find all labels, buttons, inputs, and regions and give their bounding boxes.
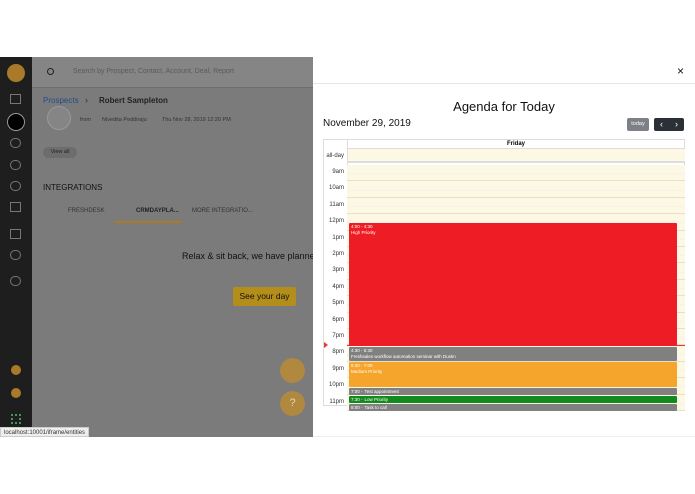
planner-message: Relax & sit back, we have planned: [182, 251, 320, 261]
hour-label: 4pm: [332, 283, 344, 290]
half-hour-line: [347, 173, 685, 175]
help-fab[interactable]: ?: [280, 391, 305, 416]
close-button[interactable]: ×: [677, 64, 685, 78]
nav-icon-active[interactable]: [7, 113, 25, 131]
prev-button[interactable]: ‹: [654, 118, 669, 131]
hour-label: 9pm: [332, 365, 344, 372]
fab[interactable]: [280, 358, 305, 383]
nav-icon[interactable]: [10, 94, 21, 104]
half-hour-line: [347, 206, 685, 207]
event[interactable]: 8:00 - Task to call: [349, 404, 677, 411]
event-title: High Priority: [351, 229, 376, 235]
activity-from: from: [80, 117, 91, 123]
all-day-label: all-day: [326, 153, 344, 159]
event-time: 4:30 - 5:30: [351, 348, 373, 353]
main-overlay: Search by Prospect, Contact, Account, De…: [32, 57, 320, 437]
activity-author[interactable]: Nivedita Peddiraju: [102, 117, 147, 123]
event-time: 8:00 -: [351, 405, 363, 410]
hour-label: 1pm: [332, 234, 344, 241]
hour-label: 11am: [329, 201, 344, 208]
nav-icon[interactable]: [10, 250, 21, 260]
agenda-panel: × Agenda for Today November 29, 2019 tod…: [313, 57, 695, 437]
apps-grid[interactable]: [11, 414, 21, 424]
hour-row: [347, 197, 685, 215]
tab[interactable]: MORE INTEGRATIO...: [192, 208, 253, 214]
nav-icon[interactable]: [10, 181, 21, 191]
calendar: Friday all-day 9am 10am 11am 12pm 1pm 2pm 3pm 4…: [323, 139, 685, 411]
event-title: Task to call: [364, 405, 387, 410]
hour-label: 5pm: [332, 300, 344, 307]
today-button[interactable]: today: [627, 118, 649, 131]
hour-label: 9am: [332, 169, 344, 175]
nav-icon[interactable]: [10, 138, 21, 148]
event[interactable]: 4:30 - 5:30 Freshsales workflow automatio…: [349, 347, 677, 361]
panel-header-line: [313, 83, 695, 84]
badge[interactable]: [11, 388, 21, 398]
tab-active[interactable]: CRMDAYPLA...: [136, 208, 179, 214]
search-placeholder[interactable]: Search by Prospect, Contact, Account, De…: [73, 68, 235, 75]
status-url: localhost:10001/iframe/entities: [0, 427, 90, 437]
agenda-title: Agenda for Today: [453, 99, 555, 114]
half-hour-line: [347, 222, 685, 224]
hour-row: [347, 181, 685, 198]
nav-icon[interactable]: [10, 160, 21, 170]
hour-label: 2pm: [332, 251, 344, 257]
breadcrumb-current: Robert Sampleton: [99, 96, 168, 105]
hour-label: 11pm: [329, 398, 344, 405]
tab[interactable]: FRESHDESK: [68, 208, 105, 214]
event[interactable]: 5:30 - 7:00 Medium Priority: [349, 362, 677, 387]
event-title: Test appointment: [364, 389, 399, 394]
breadcrumb-sep: ›: [85, 95, 88, 105]
nav-icon[interactable]: [10, 276, 21, 286]
event-title: Medium Priority: [351, 368, 383, 374]
hour-label: 10am: [328, 185, 344, 192]
breadcrumb-parent[interactable]: Prospects: [43, 96, 79, 105]
event[interactable]: 4:00 - 4:30 High Priority: [349, 223, 677, 346]
all-day-row: [347, 149, 685, 163]
badge[interactable]: [11, 365, 21, 375]
event[interactable]: 7:30 - Low Priority: [349, 396, 677, 403]
event[interactable]: 7:00 - Test appointment: [349, 388, 677, 395]
event-time: 4:00 - 4:30: [351, 224, 373, 229]
event-title: Freshsales workflow automation seminar w…: [351, 353, 456, 359]
hour-label: 10pm: [328, 382, 344, 389]
activity-date: Thu Nov 28, 2019 12:20 PM: [162, 117, 231, 123]
event-time: 5:30 - 7:00: [351, 363, 373, 368]
event-time: 7:00 -: [351, 389, 363, 394]
integrations-heading: INTEGRATIONS: [43, 183, 103, 192]
sidebar: [0, 57, 32, 437]
nav-icon[interactable]: [10, 229, 21, 239]
search-icon[interactable]: [47, 68, 54, 75]
next-button[interactable]: ›: [669, 118, 684, 131]
tab-underline: [114, 221, 182, 223]
half-hour-line: [347, 189, 685, 191]
see-your-day[interactable]: See your day: [233, 287, 296, 306]
logo[interactable]: [7, 64, 25, 82]
hour-label: 6pm: [332, 316, 344, 323]
day-header: Friday: [347, 140, 685, 149]
top-bar: [32, 57, 313, 88]
now-indicator: [324, 342, 328, 348]
view-all[interactable]: View all: [43, 147, 77, 158]
hour-label: 3pm: [332, 267, 344, 274]
hour-label: 7pm: [332, 333, 344, 339]
event-time: 7:30 -: [351, 397, 363, 402]
half-hour-line: [347, 402, 685, 404]
nav-icon[interactable]: [10, 202, 21, 212]
hour-label: 8pm: [332, 349, 344, 356]
mail-icon: [47, 106, 71, 130]
event-title: Low Priority: [364, 397, 389, 402]
agenda-date: November 29, 2019: [323, 118, 411, 129]
hour-label: 12pm: [328, 218, 344, 225]
